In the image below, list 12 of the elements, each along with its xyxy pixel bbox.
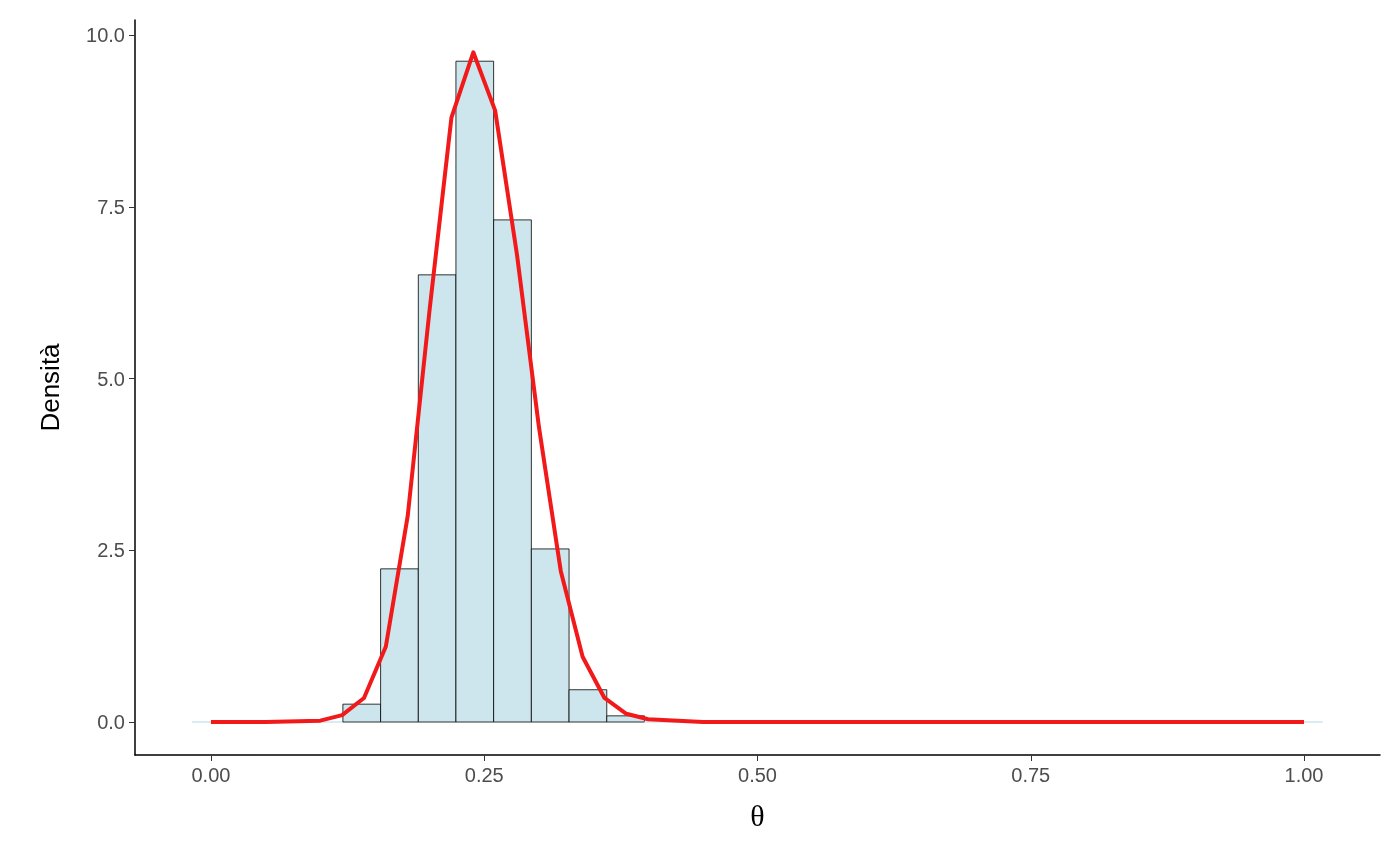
y-tick-label: 0.0 bbox=[97, 711, 125, 734]
y-tick-label: 5.0 bbox=[97, 367, 125, 390]
x-tick-label: 0.00 bbox=[191, 764, 231, 786]
x-tick-label: 0.75 bbox=[1011, 764, 1051, 786]
x-tick-label: 1.00 bbox=[1284, 764, 1324, 786]
y-tick-label: 2.5 bbox=[97, 539, 125, 562]
x-tick-label: 0.50 bbox=[738, 764, 777, 786]
y-tick-label: 7.5 bbox=[97, 195, 125, 218]
x-axis-title: θ bbox=[750, 798, 765, 832]
y-axis-title: Densità bbox=[35, 342, 65, 432]
y-tick-label: 10.0 bbox=[86, 24, 125, 47]
x-tick-label: 0.25 bbox=[464, 764, 504, 786]
